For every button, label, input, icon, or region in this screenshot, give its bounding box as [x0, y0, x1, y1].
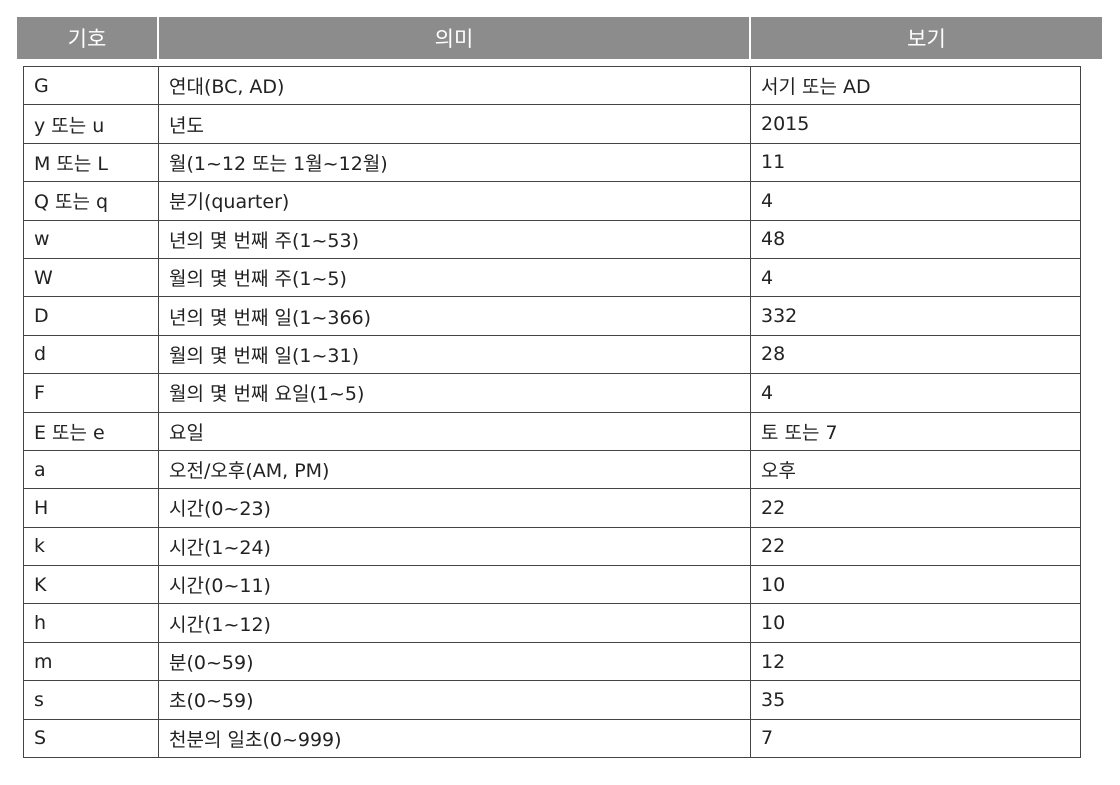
meaning-cell: 시간(0~11)	[158, 565, 751, 605]
example-cell: 2015	[750, 104, 1081, 144]
meaning-cell: 년의 몇 번째 주(1~53)	[158, 219, 751, 259]
symbol-cell: a	[23, 449, 159, 490]
meaning-cell: 월의 몇 번째 일(1~31)	[158, 334, 751, 375]
symbol-cell: d	[23, 334, 159, 375]
symbol-cell: M 또는 L	[23, 142, 159, 183]
meaning-cell: 월의 몇 번째 주(1~5)	[158, 257, 751, 298]
example-cell: 4	[750, 257, 1081, 298]
example-cell: 28	[750, 334, 1081, 375]
example-cell: 48	[750, 219, 1081, 259]
meaning-cell: 월의 몇 번째 요일(1~5)	[158, 373, 751, 413]
symbol-cell: G	[23, 65, 159, 106]
table-row: h 시간(1~12) 10	[23, 603, 1081, 643]
symbol-cell: F	[23, 373, 159, 413]
symbol-cell: s	[23, 680, 159, 720]
table-row: Q 또는 q 분기(quarter) 4	[23, 181, 1081, 221]
meaning-cell: 시간(1~12)	[158, 603, 751, 643]
example-cell: 35	[750, 680, 1081, 720]
meaning-cell: 분(0~59)	[158, 641, 751, 682]
table-row: S 천분의 일초(0~999) 7	[23, 718, 1081, 759]
example-cell: 22	[750, 488, 1081, 528]
table-row: M 또는 L 월(1~12 또는 1월~12월) 11	[23, 142, 1081, 183]
meaning-cell: 오전/오후(AM, PM)	[158, 449, 751, 490]
table-row: s 초(0~59) 35	[23, 680, 1081, 720]
meaning-cell: 요일	[158, 411, 751, 451]
header-example: 보기	[749, 17, 1102, 59]
example-cell: 10	[750, 603, 1081, 643]
example-cell: 332	[750, 296, 1081, 336]
meaning-cell: 월(1~12 또는 1월~12월)	[158, 142, 751, 183]
symbol-cell: K	[23, 565, 159, 605]
table-row: K 시간(0~11) 10	[23, 565, 1081, 605]
example-cell: 11	[750, 142, 1081, 183]
example-cell: 서기 또는 AD	[750, 65, 1081, 106]
table-row: a 오전/오후(AM, PM) 오후	[23, 449, 1081, 490]
symbol-cell: S	[23, 718, 159, 759]
example-cell: 7	[750, 718, 1081, 759]
meaning-cell: 천분의 일초(0~999)	[158, 718, 751, 759]
symbol-cell: H	[23, 488, 159, 528]
table-row: D 년의 몇 번째 일(1~366) 332	[23, 296, 1081, 336]
symbol-cell: W	[23, 257, 159, 298]
table-row: W 월의 몇 번째 주(1~5) 4	[23, 257, 1081, 298]
meaning-cell: 시간(1~24)	[158, 526, 751, 567]
symbol-cell: m	[23, 641, 159, 682]
example-cell: 22	[750, 526, 1081, 567]
header-symbol: 기호	[67, 27, 107, 51]
symbol-cell: D	[23, 296, 159, 336]
header-meaning: 의미	[157, 17, 749, 59]
table-row: y 또는 u 년도 2015	[23, 104, 1081, 144]
table-row: F 월의 몇 번째 요일(1~5) 4	[23, 373, 1081, 413]
table-row: k 시간(1~24) 22	[23, 526, 1081, 567]
meaning-cell: 초(0~59)	[158, 680, 751, 720]
symbol-cell: w	[23, 219, 159, 259]
table-row: m 분(0~59) 12	[23, 641, 1081, 682]
meaning-cell: 년의 몇 번째 일(1~366)	[158, 296, 751, 336]
table-row: G 연대(BC, AD) 서기 또는 AD	[23, 65, 1081, 106]
table-header: 기호 의미 보기	[17, 17, 1102, 59]
meaning-cell: 분기(quarter)	[158, 181, 751, 221]
table-row: w 년의 몇 번째 주(1~53) 48	[23, 219, 1081, 259]
meaning-cell: 년도	[158, 104, 751, 144]
symbol-cell: h	[23, 603, 159, 643]
example-cell: 12	[750, 641, 1081, 682]
table-body: G 연대(BC, AD) 서기 또는 AD y 또는 u 년도 2015 M 또는 L 월(1…	[23, 65, 1081, 759]
example-cell: 토 또는 7	[750, 411, 1081, 451]
meaning-cell: 시간(0~23)	[158, 488, 751, 528]
format-symbol-table: G 연대(BC, AD) 서기 또는 AD y 또는 u 년도 2015 M 또는 L 월(1…	[23, 65, 1081, 759]
symbol-cell: E 또는 e	[23, 411, 159, 451]
symbol-cell: k	[23, 526, 159, 567]
example-cell: 10	[750, 565, 1081, 605]
symbol-cell: y 또는 u	[23, 104, 159, 144]
meaning-cell: 연대(BC, AD)	[158, 65, 751, 106]
symbol-cell: Q 또는 q	[23, 181, 159, 221]
table-row: d 월의 몇 번째 일(1~31) 28	[23, 334, 1081, 375]
example-cell: 4	[750, 181, 1081, 221]
example-cell: 오후	[750, 449, 1081, 490]
table-row: H 시간(0~23) 22	[23, 488, 1081, 528]
table-row: E 또는 e 요일 토 또는 7	[23, 411, 1081, 451]
example-cell: 4	[750, 373, 1081, 413]
